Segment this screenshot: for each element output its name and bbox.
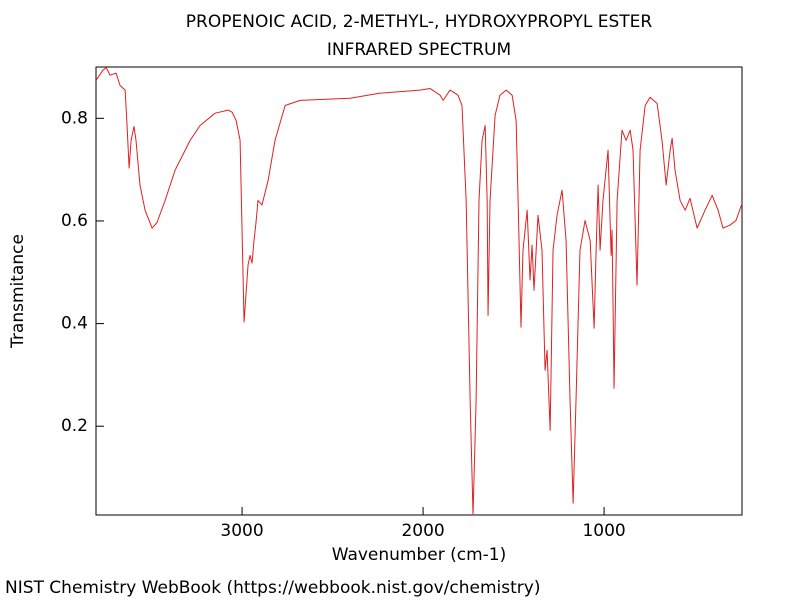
x-axis-label: Wavenumber (cm-1): [332, 545, 507, 565]
x-tick-label: 3000: [220, 521, 263, 541]
y-axis-label: Transmitance: [8, 234, 28, 349]
spectrum-line: [95, 67, 743, 516]
plot-frame: [95, 66, 743, 516]
y-tick-label: 0.6: [61, 211, 88, 231]
chart-subtitle: INFRARED SPECTRUM: [327, 40, 511, 60]
x-tick-label: 1000: [582, 521, 625, 541]
chart-title: PROPENOIC ACID, 2-METHYL-, HYDROXYPROPYL…: [186, 12, 653, 32]
x-tick-label: 2000: [401, 521, 444, 541]
y-tick-label: 0.4: [61, 314, 88, 334]
footer: NIST Chemistry WebBook (https://webbook.…: [5, 578, 540, 598]
y-tick-label: 0.2: [61, 416, 88, 436]
y-tick-label: 0.8: [61, 108, 88, 128]
